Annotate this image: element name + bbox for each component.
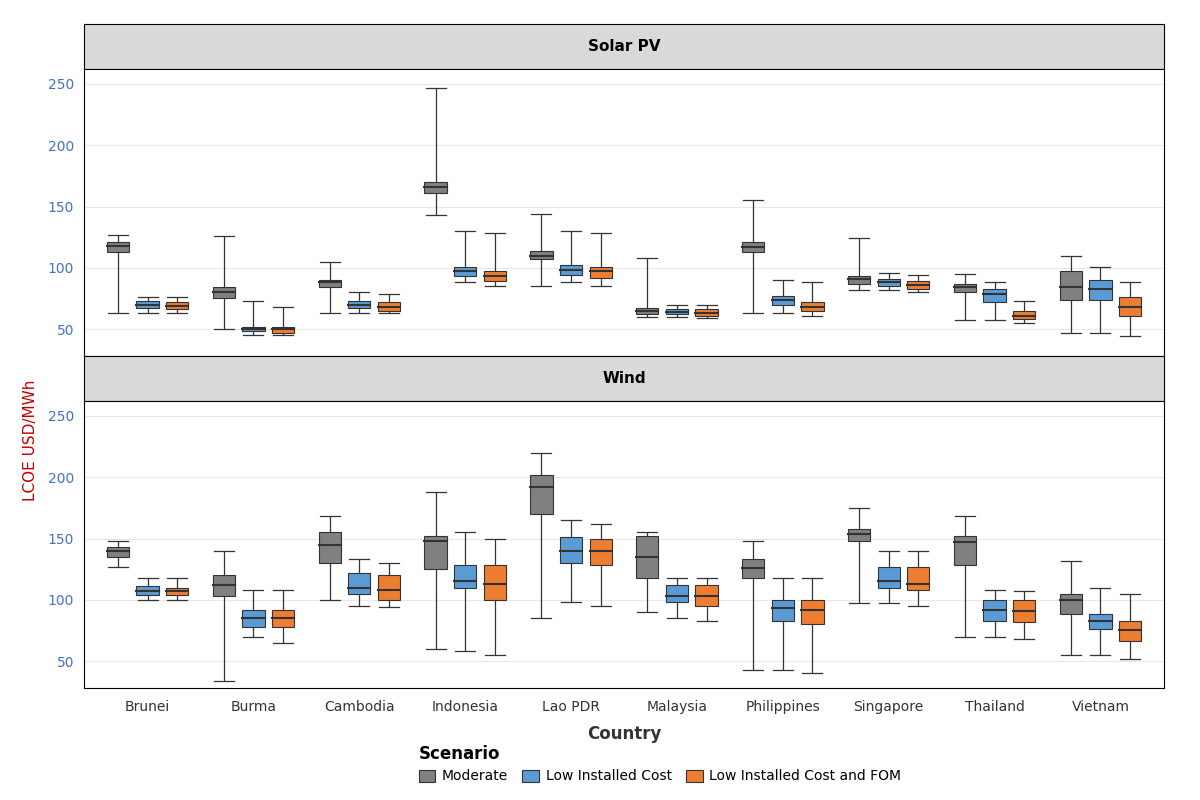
Bar xyxy=(877,279,900,286)
Bar xyxy=(560,538,582,563)
Bar xyxy=(954,536,976,566)
Bar xyxy=(1060,594,1082,614)
Bar xyxy=(1013,600,1036,622)
Bar xyxy=(454,566,476,587)
Bar xyxy=(1060,271,1082,300)
Bar xyxy=(212,287,235,298)
Bar xyxy=(696,310,718,315)
Bar xyxy=(907,282,930,289)
Bar xyxy=(242,326,264,331)
Bar xyxy=(318,280,341,287)
Bar xyxy=(484,271,506,282)
Bar xyxy=(530,474,552,514)
Bar xyxy=(636,308,659,314)
Bar xyxy=(1090,614,1111,629)
Bar xyxy=(348,301,371,308)
Bar xyxy=(425,182,446,193)
Bar xyxy=(378,575,400,600)
Bar xyxy=(212,575,235,596)
Bar xyxy=(1120,621,1141,642)
Bar xyxy=(984,289,1006,302)
Legend: Moderate, Low Installed Cost, Low Installed Cost and FOM: Moderate, Low Installed Cost, Low Instal… xyxy=(413,739,907,789)
Bar xyxy=(1120,297,1141,315)
Text: Solar PV: Solar PV xyxy=(588,39,660,54)
Text: Wind: Wind xyxy=(602,371,646,386)
Bar xyxy=(107,242,130,252)
Bar xyxy=(484,566,506,600)
Bar xyxy=(348,573,371,594)
Bar xyxy=(425,536,446,569)
Bar xyxy=(137,586,158,595)
Bar xyxy=(742,242,764,252)
Bar xyxy=(802,302,823,310)
Bar xyxy=(589,266,612,278)
Bar xyxy=(848,529,870,541)
Bar xyxy=(954,284,976,292)
Bar xyxy=(1090,280,1111,300)
Bar xyxy=(877,566,900,587)
Bar xyxy=(984,600,1006,621)
Bar xyxy=(589,538,612,566)
Bar xyxy=(137,301,158,308)
Bar xyxy=(772,296,794,305)
Bar xyxy=(848,276,870,284)
Text: LCOE USD/MWh: LCOE USD/MWh xyxy=(23,379,37,501)
Bar xyxy=(378,302,400,310)
Bar xyxy=(560,266,582,275)
Bar xyxy=(1013,310,1036,319)
Bar xyxy=(107,547,130,557)
Bar xyxy=(772,600,794,621)
Bar xyxy=(530,250,552,259)
Bar xyxy=(272,610,294,626)
Bar xyxy=(318,532,341,563)
Bar xyxy=(166,587,188,595)
Bar xyxy=(696,585,718,606)
Bar xyxy=(666,585,688,602)
Bar xyxy=(636,536,659,578)
Bar xyxy=(166,302,188,310)
Bar xyxy=(242,610,264,626)
Bar xyxy=(454,266,476,276)
Bar xyxy=(666,310,688,314)
Bar xyxy=(742,559,764,578)
X-axis label: Country: Country xyxy=(587,725,661,743)
Bar xyxy=(802,600,823,624)
Bar xyxy=(907,566,930,590)
Bar xyxy=(272,326,294,333)
